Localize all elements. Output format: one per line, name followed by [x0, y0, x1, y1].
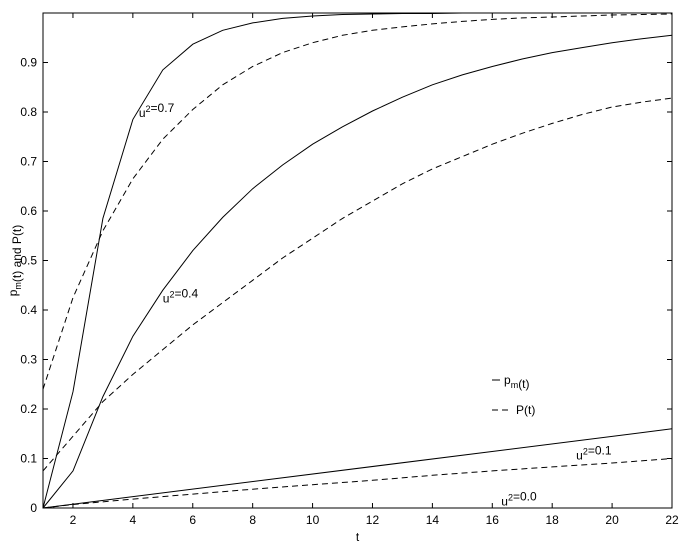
series-line-4-dashed [42, 97, 673, 472]
curve-annotation: u2=0.1 [576, 443, 612, 462]
x-tick-label: 18 [546, 513, 560, 527]
y-tick-label: 0.4 [20, 303, 37, 317]
x-tick-label: 12 [366, 513, 380, 527]
x-tick-label: 8 [249, 513, 256, 527]
curve-annotation: u2=0.4 [163, 287, 199, 306]
x-axis-label: t [356, 530, 360, 544]
y-tick-label: 0 [30, 501, 37, 515]
y-tick-label: 0.8 [20, 105, 37, 119]
x-tick-label: 22 [665, 513, 679, 527]
series-line-5-solid [42, 428, 673, 509]
curve-annotation: u2=0.0 [501, 490, 537, 509]
y-tick-label: 0.5 [20, 254, 37, 268]
x-tick-label: 20 [605, 513, 619, 527]
x-tick-label: 10 [306, 513, 320, 527]
series-line-2-dashed [42, 13, 673, 390]
legend: pm(t) P(t) [492, 373, 535, 417]
series-layer [42, 12, 673, 509]
x-tick-label: 4 [130, 513, 137, 527]
ticks-layer: 2 4 6 8 10 12 14 16 18 20 22 0 0.1 0.2 0.3 0.4 0.5 0.6 0.7… [20, 13, 679, 527]
series-line-6-dashed [42, 458, 673, 509]
annotations-layer: u2=0.7 u2=0.4 u2=0.1 u2=0.0 [139, 101, 612, 509]
y-axis-label: pm(t) and P(t) [6, 225, 24, 297]
series-line-1-solid [42, 12, 672, 509]
x-tick-label: 6 [189, 513, 196, 527]
x-tick-label: 14 [426, 513, 440, 527]
y-tick-label: 0.7 [20, 155, 37, 169]
y-tick-label: 0.9 [20, 56, 37, 70]
y-tick-label: 0.2 [20, 402, 37, 416]
curve-annotation: u2=0.7 [139, 101, 175, 120]
legend-label: pm(t) [504, 373, 530, 391]
plot-frame [42, 12, 673, 509]
y-tick-label: 0.3 [20, 353, 37, 367]
y-tick-label: 0.6 [20, 204, 37, 218]
y-tick-label: 0.1 [20, 452, 37, 466]
series-line-3-solid [42, 34, 673, 509]
x-tick-label: 16 [486, 513, 500, 527]
legend-label: P(t) [516, 403, 535, 417]
x-tick-label: 2 [70, 513, 77, 527]
